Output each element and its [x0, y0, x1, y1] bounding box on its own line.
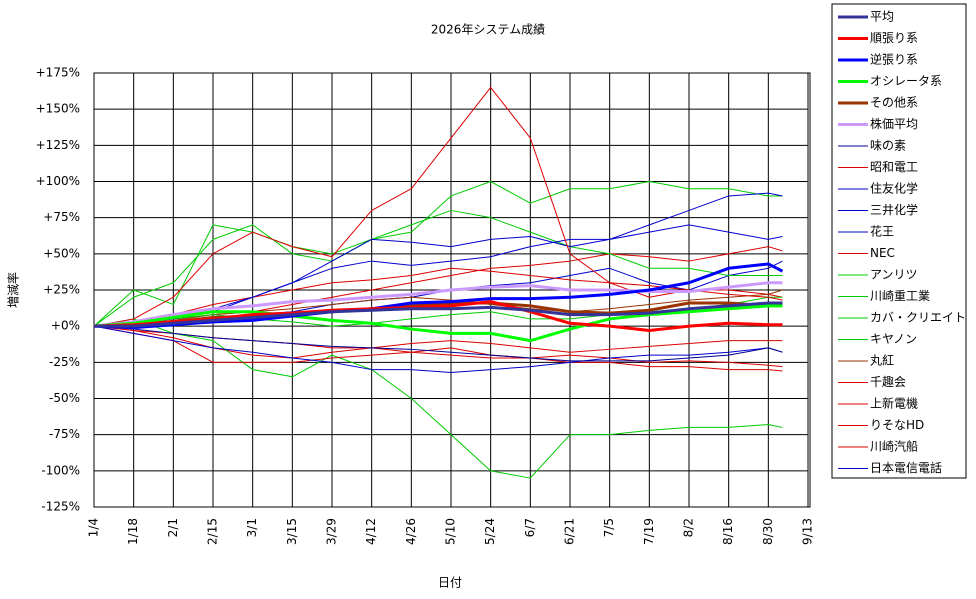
x-tick-label: 2/1 [166, 518, 180, 537]
legend-label: 順張り系 [870, 31, 918, 45]
series-line [93, 304, 783, 343]
x-tick-label: 4/12 [364, 518, 378, 545]
x-tick-label: 7/19 [642, 518, 656, 545]
y-tick-label: -25% [49, 355, 80, 369]
legend-label: りそなHD [870, 418, 924, 432]
plot-frame [93, 72, 811, 508]
x-tick-label: 5/10 [444, 518, 458, 545]
x-tick-label: 3/29 [325, 518, 339, 545]
legend-label: アンリツ [870, 268, 918, 282]
y-tick-label: +100% [36, 174, 80, 188]
x-tick-label: 2/15 [206, 518, 220, 545]
x-tick-label: 6/21 [563, 518, 577, 545]
legend-label: 花王 [870, 224, 894, 239]
legend-label: カバ・クリエイト [870, 311, 966, 325]
series-line [93, 325, 783, 373]
x-tick-label: 8/2 [682, 518, 696, 537]
x-tick-label: 3/1 [245, 518, 259, 537]
legend-label: 住友化学 [870, 181, 918, 196]
legend-label: 千趣会 [870, 374, 906, 389]
legend-label: 日本電信電話 [870, 460, 942, 475]
y-tick-label: +25% [43, 283, 80, 297]
legend-label: 丸紅 [870, 354, 894, 368]
series-line [93, 281, 783, 328]
x-tick-label: 8/16 [721, 518, 735, 545]
series-line [93, 318, 783, 479]
y-tick-label: -100% [41, 463, 80, 477]
legend-label: キヤノン [870, 332, 917, 346]
y-tick-label: +125% [36, 138, 80, 152]
y-tick-label: +75% [43, 210, 80, 224]
x-tick-label: 5/24 [483, 518, 497, 545]
legend-label: 逆張り系 [870, 52, 918, 67]
legend-label: オシレータ系 [870, 74, 942, 88]
x-tick-label: 1/4 [87, 518, 101, 537]
y-tick-label: +150% [36, 102, 80, 116]
y-tick-label: +175% [36, 66, 80, 80]
y-axis-label: 増減率 [6, 272, 21, 308]
x-axis-label: 日付 [438, 576, 462, 590]
legend-label: 株価平均 [870, 116, 918, 131]
legend-label: 川崎重工業 [870, 289, 930, 303]
series-line [93, 181, 783, 327]
x-tick-label: 7/5 [602, 518, 616, 537]
y-tick-label: -75% [49, 427, 80, 441]
series-line [93, 209, 783, 327]
legend-label: 味の素 [870, 139, 906, 153]
legend-label: 川崎汽船 [870, 439, 918, 454]
y-tick-label: -125% [41, 500, 80, 514]
x-tick-label: 6/7 [523, 518, 537, 537]
legend-label: 上新電機 [870, 396, 918, 411]
legend-label: 三井化学 [870, 202, 918, 217]
series-line [93, 325, 783, 372]
series-line [93, 325, 783, 362]
y-tick-label: +0% [51, 319, 80, 333]
series-line [94, 301, 783, 328]
y-tick-label: +50% [43, 246, 80, 260]
legend-label: その他系 [870, 96, 918, 110]
x-tick-label: 8/30 [761, 518, 775, 545]
x-tick-label: 3/15 [285, 518, 299, 545]
legend-label: 昭和電工 [870, 160, 918, 174]
legend-label: NEC [870, 246, 895, 260]
y-tick-label: -50% [49, 391, 80, 405]
x-tick-label: 4/26 [404, 518, 418, 545]
x-tick-label: 9/13 [801, 518, 815, 545]
x-tick-label: 1/18 [126, 518, 140, 545]
chart-title: 2026年システム成績 [431, 23, 545, 37]
legend-label: 平均 [870, 10, 894, 24]
